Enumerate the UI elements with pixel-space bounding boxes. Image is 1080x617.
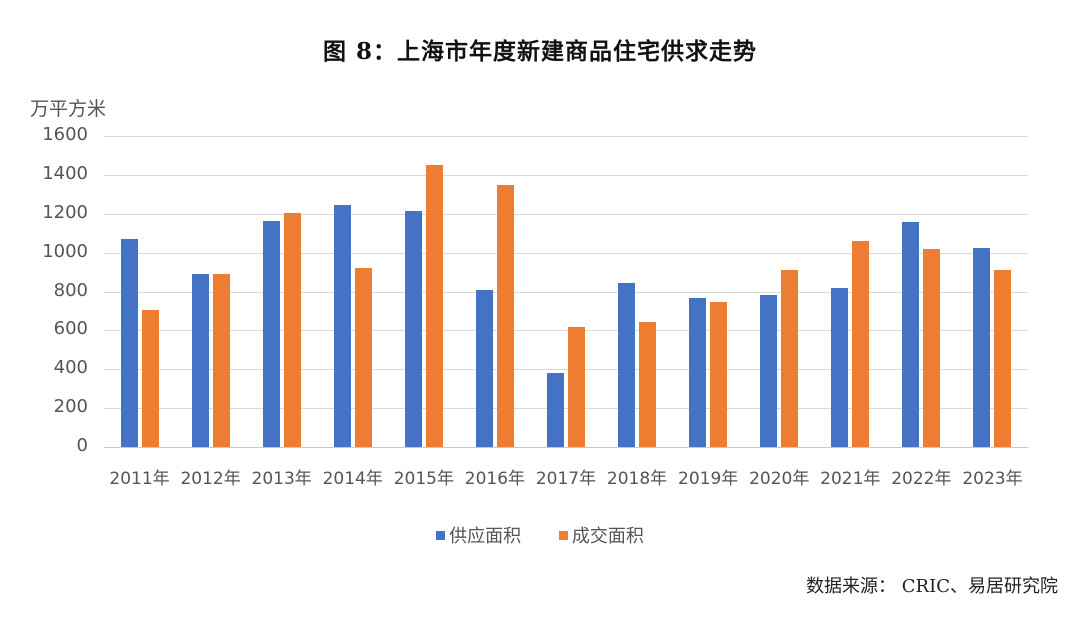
- bar-supply-2021: [831, 288, 849, 447]
- bar-sales-2013: [283, 212, 301, 447]
- bar-supply-2012: [191, 274, 209, 447]
- y-axis-tick-label: 1200: [42, 202, 88, 223]
- legend: 供应面积 成交面积: [0, 522, 1080, 548]
- bar-sales-2018: [639, 322, 657, 447]
- legend-label-supply: 供应面积: [449, 526, 522, 547]
- gridline: [104, 175, 1028, 176]
- y-axis-unit-label: 万平方米: [30, 98, 107, 120]
- y-axis-tick-label: 600: [53, 318, 88, 339]
- y-axis-tick-label: 1000: [42, 241, 88, 262]
- bar-sales-2015: [425, 165, 443, 447]
- x-axis-line: [104, 447, 1028, 448]
- x-axis-tick-label: 2014年: [322, 469, 383, 489]
- bar-sales-2023: [994, 270, 1012, 447]
- bar-sales-2016: [496, 184, 514, 447]
- bar-sales-2022: [923, 249, 941, 447]
- gridline: [104, 369, 1028, 370]
- legend-label-sales: 成交面积: [571, 526, 644, 547]
- bar-supply-2023: [973, 247, 991, 447]
- x-axis-tick-label: 2012年: [180, 469, 241, 489]
- bar-supply-2014: [333, 205, 351, 447]
- x-axis-tick-label: 2023年: [962, 469, 1023, 489]
- gridline: [104, 292, 1028, 293]
- bar-sales-2011: [141, 309, 159, 447]
- bar-supply-2013: [262, 220, 280, 447]
- y-axis-tick-label: 1600: [42, 124, 88, 145]
- x-axis-tick-label: 2015年: [393, 469, 454, 489]
- y-axis-tick-label: 400: [53, 357, 88, 378]
- bar-sales-2019: [710, 301, 728, 447]
- y-axis-tick-label: 1400: [42, 163, 88, 184]
- gridline: [104, 136, 1028, 137]
- x-axis-tick-label: 2019年: [678, 469, 739, 489]
- legend-swatch-sales: [558, 530, 568, 540]
- bar-sales-2020: [781, 270, 799, 447]
- x-axis-tick-label: 2016年: [464, 469, 526, 489]
- bar-supply-2016: [475, 289, 493, 447]
- x-axis-tick-label: 2022年: [891, 469, 952, 489]
- x-axis-tick-label: 2017年: [535, 469, 597, 489]
- bar-sales-2014: [354, 268, 372, 447]
- gridline: [104, 330, 1028, 331]
- y-axis-tick-label: 200: [53, 396, 88, 417]
- y-axis-tick-label: 800: [53, 280, 88, 301]
- legend-item-sales: 成交面积: [558, 522, 644, 548]
- x-axis-tick-label: 2011年: [109, 469, 170, 489]
- x-axis-tick-label: 2021年: [820, 469, 881, 489]
- chart-title: 图 8：上海市年度新建商品住宅供求走势: [322, 38, 757, 65]
- bar-supply-2019: [689, 298, 707, 447]
- gridline: [104, 253, 1028, 254]
- bar-supply-2018: [618, 282, 636, 447]
- bar-supply-2011: [120, 239, 138, 447]
- bar-supply-2015: [404, 211, 422, 447]
- bar-sales-2012: [212, 274, 230, 447]
- x-axis-tick-label: 2020年: [749, 469, 810, 489]
- bar-supply-2020: [760, 294, 778, 447]
- bar-supply-2017: [547, 372, 564, 447]
- bar-sales-2017: [568, 327, 585, 447]
- gridline: [104, 214, 1028, 215]
- bar-sales-2021: [852, 240, 870, 447]
- x-axis-tick-label: 2018年: [606, 469, 668, 489]
- bar-supply-2022: [902, 222, 920, 447]
- legend-swatch-supply: [436, 530, 446, 540]
- y-axis-tick-label: 0: [76, 435, 88, 456]
- gridline: [104, 408, 1028, 409]
- legend-item-supply: 供应面积: [436, 522, 521, 548]
- x-axis-tick-label: 2013年: [251, 469, 312, 489]
- data-source-note: 数据来源： CRIC、易居研究院: [806, 576, 1058, 597]
